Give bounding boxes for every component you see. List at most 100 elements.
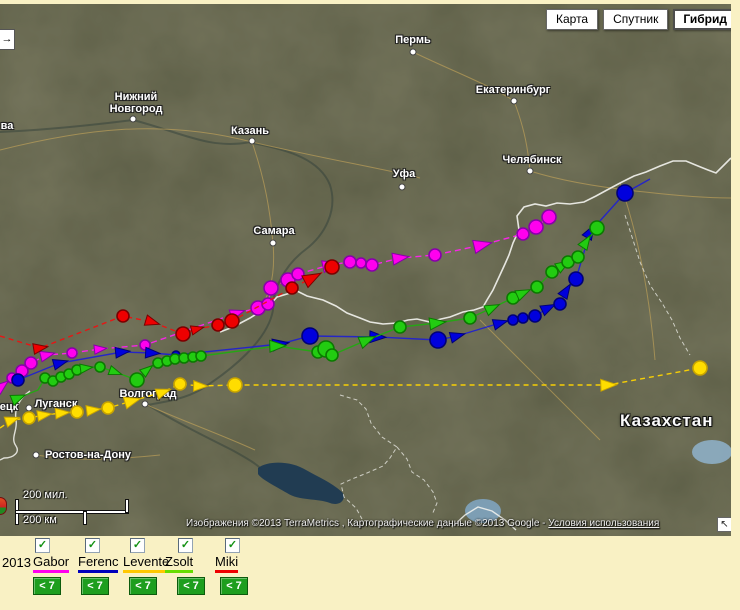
direction-arrow-ferenc[interactable] bbox=[144, 346, 162, 359]
direction-arrow-ferenc[interactable] bbox=[491, 316, 510, 331]
panel-toggle-button[interactable]: → bbox=[0, 29, 15, 50]
map-type-button-гибрид[interactable]: Гибрид bbox=[673, 9, 731, 30]
direction-arrow-levente[interactable] bbox=[36, 409, 54, 422]
legend-checkbox-levente[interactable]: ✓ bbox=[130, 538, 145, 553]
direction-arrow-gabor[interactable] bbox=[0, 377, 12, 395]
fix-marker-zsolt[interactable] bbox=[589, 220, 605, 236]
fix-marker-miki[interactable] bbox=[211, 318, 225, 332]
fix-marker-ferenc[interactable] bbox=[568, 271, 584, 287]
legend-checkbox-miki[interactable]: ✓ bbox=[225, 538, 240, 553]
report-arrow-icon[interactable]: ↖ bbox=[717, 517, 731, 532]
direction-arrow-gabor[interactable] bbox=[472, 236, 494, 255]
fix-marker-ferenc[interactable] bbox=[528, 309, 542, 323]
fix-marker-miki[interactable] bbox=[285, 281, 299, 295]
direction-arrow-zsolt[interactable] bbox=[357, 331, 378, 350]
direction-arrow-zsolt[interactable] bbox=[107, 364, 123, 379]
fix-marker-levente[interactable] bbox=[101, 401, 115, 415]
legend-badge-miki[interactable]: < 7 bbox=[220, 577, 248, 595]
legend-badge-zsolt[interactable]: < 7 bbox=[177, 577, 205, 595]
fix-marker-gabor[interactable] bbox=[66, 347, 78, 359]
legend-checkbox-gabor[interactable]: ✓ bbox=[35, 538, 50, 553]
fix-marker-gabor[interactable] bbox=[528, 219, 544, 235]
city-dot bbox=[129, 115, 137, 123]
fix-marker-ferenc[interactable] bbox=[553, 297, 567, 311]
legend-name-levente: Levente bbox=[123, 554, 170, 573]
fix-marker-zsolt[interactable] bbox=[530, 280, 544, 294]
fix-marker-gabor[interactable] bbox=[24, 356, 38, 370]
fix-marker-zsolt[interactable] bbox=[129, 372, 145, 388]
direction-arrow-ferenc[interactable] bbox=[51, 356, 70, 371]
direction-arrow-miki[interactable] bbox=[32, 342, 50, 356]
direction-arrow-zsolt[interactable] bbox=[577, 232, 595, 252]
legend-checkbox-zsolt[interactable]: ✓ bbox=[178, 538, 193, 553]
direction-arrow-levente[interactable] bbox=[3, 412, 21, 428]
fix-marker-miki[interactable] bbox=[224, 313, 240, 329]
fix-marker-levente[interactable] bbox=[173, 377, 187, 391]
fix-marker-zsolt[interactable] bbox=[325, 348, 339, 362]
direction-arrow-miki[interactable] bbox=[189, 323, 206, 336]
direction-arrow-zsolt[interactable] bbox=[269, 339, 288, 353]
fix-marker-miki[interactable] bbox=[324, 259, 340, 275]
direction-arrow-zsolt[interactable] bbox=[138, 362, 156, 378]
fix-marker-levente[interactable] bbox=[22, 411, 36, 425]
legend-name-gabor: Gabor bbox=[33, 554, 70, 573]
direction-arrow-levente[interactable] bbox=[192, 379, 210, 392]
map-canvas[interactable]: Казахстан Пермь Екатеринбург Челябинск Каза… bbox=[0, 4, 731, 536]
direction-arrow-miki[interactable] bbox=[301, 268, 324, 289]
fix-marker-zsolt[interactable] bbox=[195, 350, 207, 362]
direction-arrow-miki[interactable] bbox=[143, 314, 162, 329]
fix-marker-gabor[interactable] bbox=[516, 227, 530, 241]
direction-arrow-levente[interactable] bbox=[122, 393, 143, 410]
direction-arrow-ferenc[interactable] bbox=[539, 300, 558, 317]
fix-marker-levente[interactable] bbox=[70, 405, 84, 419]
fix-marker-levente[interactable] bbox=[692, 360, 708, 376]
direction-arrow-levente[interactable] bbox=[154, 384, 172, 400]
legend-badge-gabor[interactable]: < 7 bbox=[33, 577, 61, 595]
fix-marker-zsolt[interactable] bbox=[393, 320, 407, 334]
scale-km-label: 200 км bbox=[23, 514, 57, 526]
city-label: Казань bbox=[231, 125, 269, 137]
direction-arrow-levente[interactable] bbox=[54, 407, 72, 420]
fix-marker-ferenc[interactable] bbox=[616, 184, 634, 202]
direction-arrow-ferenc[interactable] bbox=[557, 281, 575, 301]
direction-arrow-ferenc[interactable] bbox=[448, 329, 467, 344]
legend-badge-levente[interactable]: < 7 bbox=[129, 577, 157, 595]
fix-marker-ferenc[interactable] bbox=[517, 312, 529, 324]
direction-arrow-levente[interactable] bbox=[600, 378, 619, 392]
direction-arrow-zsolt[interactable] bbox=[9, 390, 27, 407]
fix-marker-ferenc[interactable] bbox=[429, 331, 447, 349]
direction-arrow-levente[interactable] bbox=[85, 404, 103, 417]
fix-marker-miki[interactable] bbox=[116, 309, 130, 323]
fix-marker-gabor[interactable] bbox=[365, 258, 379, 272]
fix-marker-gabor[interactable] bbox=[139, 339, 151, 351]
city-label: Нижний Новгород bbox=[109, 91, 163, 115]
fix-marker-gabor[interactable] bbox=[428, 248, 442, 262]
fix-marker-ferenc[interactable] bbox=[301, 327, 319, 345]
legend-checkbox-ferenc[interactable]: ✓ bbox=[85, 538, 100, 553]
direction-arrow-zsolt[interactable] bbox=[483, 300, 502, 317]
fix-marker-levente[interactable] bbox=[227, 377, 243, 393]
city-dot bbox=[32, 451, 40, 459]
fix-marker-miki[interactable] bbox=[175, 326, 191, 342]
fix-marker-zsolt[interactable] bbox=[463, 311, 477, 325]
fix-marker-zsolt[interactable] bbox=[571, 250, 585, 264]
fix-marker-zsolt[interactable] bbox=[94, 361, 106, 373]
terms-of-use-link[interactable]: Условия использования bbox=[548, 518, 660, 529]
direction-arrow-zsolt[interactable] bbox=[428, 316, 448, 331]
fix-marker-gabor[interactable] bbox=[541, 209, 557, 225]
direction-arrow-gabor[interactable] bbox=[391, 251, 411, 266]
direction-arrow-ferenc[interactable] bbox=[114, 346, 132, 359]
fix-marker-ferenc[interactable] bbox=[11, 373, 25, 387]
direction-arrow-gabor[interactable] bbox=[38, 348, 57, 363]
direction-arrow-zsolt[interactable] bbox=[514, 285, 532, 302]
fix-marker-gabor[interactable] bbox=[263, 280, 279, 296]
fix-marker-gabor[interactable] bbox=[291, 267, 305, 281]
map-type-button-карта[interactable]: Карта bbox=[546, 9, 599, 30]
direction-arrow-zsolt[interactable] bbox=[79, 363, 95, 375]
legend-badge-ferenc[interactable]: < 7 bbox=[81, 577, 109, 595]
city-label: Ростов-на-Дону bbox=[44, 449, 132, 461]
fix-marker-zsolt[interactable] bbox=[545, 265, 559, 279]
fix-marker-gabor[interactable] bbox=[261, 297, 275, 311]
direction-arrow-gabor[interactable] bbox=[93, 344, 109, 355]
map-type-button-спутник[interactable]: Спутник bbox=[603, 9, 669, 30]
